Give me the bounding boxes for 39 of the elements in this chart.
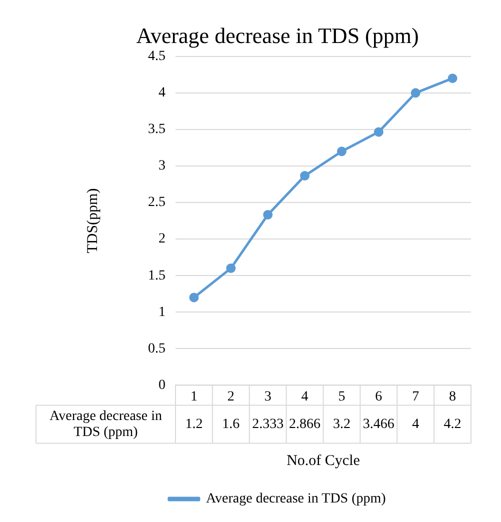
x-tick-label: 1 (190, 389, 198, 404)
x-tick-label: 5 (338, 389, 346, 404)
point (410, 88, 420, 98)
point (226, 264, 236, 274)
legend-label: Average decrease in TDS (ppm) (206, 492, 386, 507)
x-tick-label: 6 (375, 389, 382, 404)
point (189, 292, 199, 302)
y-tick-label: 4.5 (148, 49, 166, 64)
y-tick-label: 4 (158, 86, 166, 101)
y-tick-label: 0.5 (148, 341, 166, 356)
chart-title: Average decrease in TDS (ppm) (136, 22, 419, 48)
x-axis-title: No.of Cycle (286, 452, 360, 469)
y-tick-label: 0 (158, 378, 166, 393)
data-label: 3.466 (362, 416, 394, 432)
text: Average decrease in TDS (ppm) (50, 408, 162, 440)
y-tick-label: 1 (158, 304, 166, 320)
y-tick-label: 3 (158, 158, 166, 174)
point (448, 74, 458, 84)
data-label: 2.333 (252, 416, 284, 432)
data-label: 1.2 (185, 416, 203, 432)
x-tick-label: 2 (227, 389, 234, 404)
data-label: 2.866 (289, 416, 321, 432)
data-label: 3.2 (332, 416, 350, 432)
y-tick-label: 1.5 (148, 268, 166, 284)
data-label: 1.6 (222, 416, 240, 432)
y-axis-title: TDS(ppm) (84, 188, 101, 254)
y-tick-label: 3.5 (148, 122, 166, 138)
data-label: 4 (412, 416, 420, 432)
x-tick-label: 4 (301, 389, 308, 404)
x-tick-label: 8 (449, 389, 456, 404)
point (374, 127, 384, 137)
x-tick-label: 7 (412, 389, 420, 404)
point (300, 171, 310, 181)
data-label: 4.2 (444, 416, 462, 432)
y-tick-label: 2.5 (148, 195, 166, 210)
point (263, 210, 273, 220)
y-tick-label: 2 (158, 232, 166, 247)
point (336, 146, 346, 156)
x-tick-label: 3 (264, 389, 272, 404)
